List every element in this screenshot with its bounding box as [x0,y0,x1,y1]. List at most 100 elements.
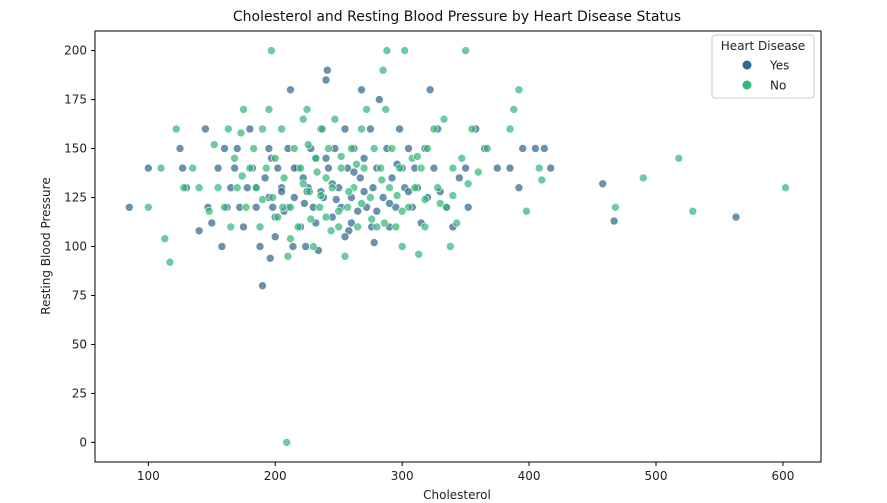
scatter-point-no [461,46,470,55]
scatter-point-no [416,163,426,173]
scatter-point-no [327,183,337,192]
scatter-point-yes [546,163,556,173]
y-axis: 0 25 50 75 100 125 150 175 200 [64,44,95,449]
scatter-point-no [258,195,267,204]
scatter-point-no [264,105,274,114]
scatter-point-no [381,105,391,114]
scatter-point-no [230,154,239,163]
scatter-point-no [343,203,352,212]
scatter-point-no [237,171,247,181]
y-tick-label: 75 [72,288,87,302]
scatter-point-no [353,222,363,232]
scatter-point-yes [374,95,384,104]
scatter-point-yes [598,179,608,189]
scatter-point-no [397,206,407,216]
scatter-point-no [397,242,407,251]
scatter-point-no [433,183,443,192]
x-tick-label: 400 [518,469,541,483]
scatter-point-yes [353,206,363,216]
scatter-point-no [340,251,350,261]
scatter-point-no [302,105,312,114]
scatter-point-no [380,218,389,228]
legend-box [711,34,815,99]
scatter-point-no [324,144,333,153]
scatter-point-no [273,212,283,222]
scatter-point-yes [425,85,435,95]
scatter-point-no [359,163,369,173]
scatter-point-no [473,167,483,177]
scatter-point-yes [359,154,369,163]
scatter-point-yes [347,218,356,228]
scatter-point-no [378,65,388,75]
scatter-point-no [330,114,340,124]
scatter-point-no [306,214,316,224]
scatter-point-yes [286,85,295,95]
points-layer [125,46,790,447]
scatter-point-no [270,154,280,163]
scatter-point-yes [277,187,286,196]
scatter-point-no [442,203,451,212]
x-tick-label: 600 [771,469,794,483]
scatter-point-no [376,163,385,173]
scatter-point-no [261,163,271,173]
scatter-point-no [377,175,387,185]
scatter-point-no [372,222,382,232]
scatter-point-yes [454,173,464,183]
scatter-point-yes [391,203,401,212]
scatter-point-no [420,222,430,232]
scatter-point-yes [264,144,274,153]
scatter-point-yes [207,218,217,228]
scatter-point-yes [301,242,311,251]
scatter-point-yes [144,163,153,173]
scatter-point-no [435,199,445,208]
scatter-point-no [311,154,321,163]
scatter-point-yes [273,163,283,173]
scatter-point-no [277,124,286,134]
scatter-point-yes [243,183,252,192]
scatter-point-no [467,124,477,134]
scatter-point-yes [260,173,270,183]
scatter-point-yes [372,206,382,216]
scatter-point-no [336,152,346,161]
scatter-point-no [321,173,331,183]
legend-marker-yes [742,60,752,70]
scatter-point-no [446,242,455,251]
scatter-point-no [382,46,392,55]
scatter-point-no [505,124,515,134]
scatter-point-yes [463,203,473,212]
scatter-point-yes [213,163,223,173]
scatter-point-no [289,144,299,153]
scatter-point-yes [331,195,341,204]
scatter-point-no [286,203,295,212]
scatter-point-yes [220,144,229,153]
scatter-point-no [160,234,170,243]
scatter-point-no [400,46,410,55]
scatter-point-no [210,140,219,149]
scatter-point-no [220,203,229,212]
scatter-point-yes [378,193,388,202]
legend-title: Heart Disease [721,39,805,53]
scatter-point-yes [404,144,413,153]
scatter-point-no [387,144,397,153]
scatter-point-yes [217,242,227,251]
legend-marker-no [742,80,752,90]
scatter-point-no [537,175,547,185]
scatter-point-no [213,183,223,192]
scatter-point-yes [349,167,359,177]
scatter-point-no [258,124,267,134]
scatter-point-no [298,179,308,189]
scatter-point-no [268,193,278,202]
scatter-point-no [255,222,265,232]
scatter-point-no [326,226,336,236]
scatter-point-no [298,114,308,124]
scatter-point-yes [357,85,366,95]
scatter-point-yes [340,124,350,134]
y-tick-label: 50 [72,337,87,351]
legend-label-yes: Yes [769,59,789,73]
scatter-point-no [357,124,366,134]
scatter-point-yes [539,144,549,153]
scatter-point-no [362,105,371,114]
scatter-point-yes [300,199,309,208]
scatter-point-yes [268,203,278,212]
scatter-point-no [482,144,492,153]
